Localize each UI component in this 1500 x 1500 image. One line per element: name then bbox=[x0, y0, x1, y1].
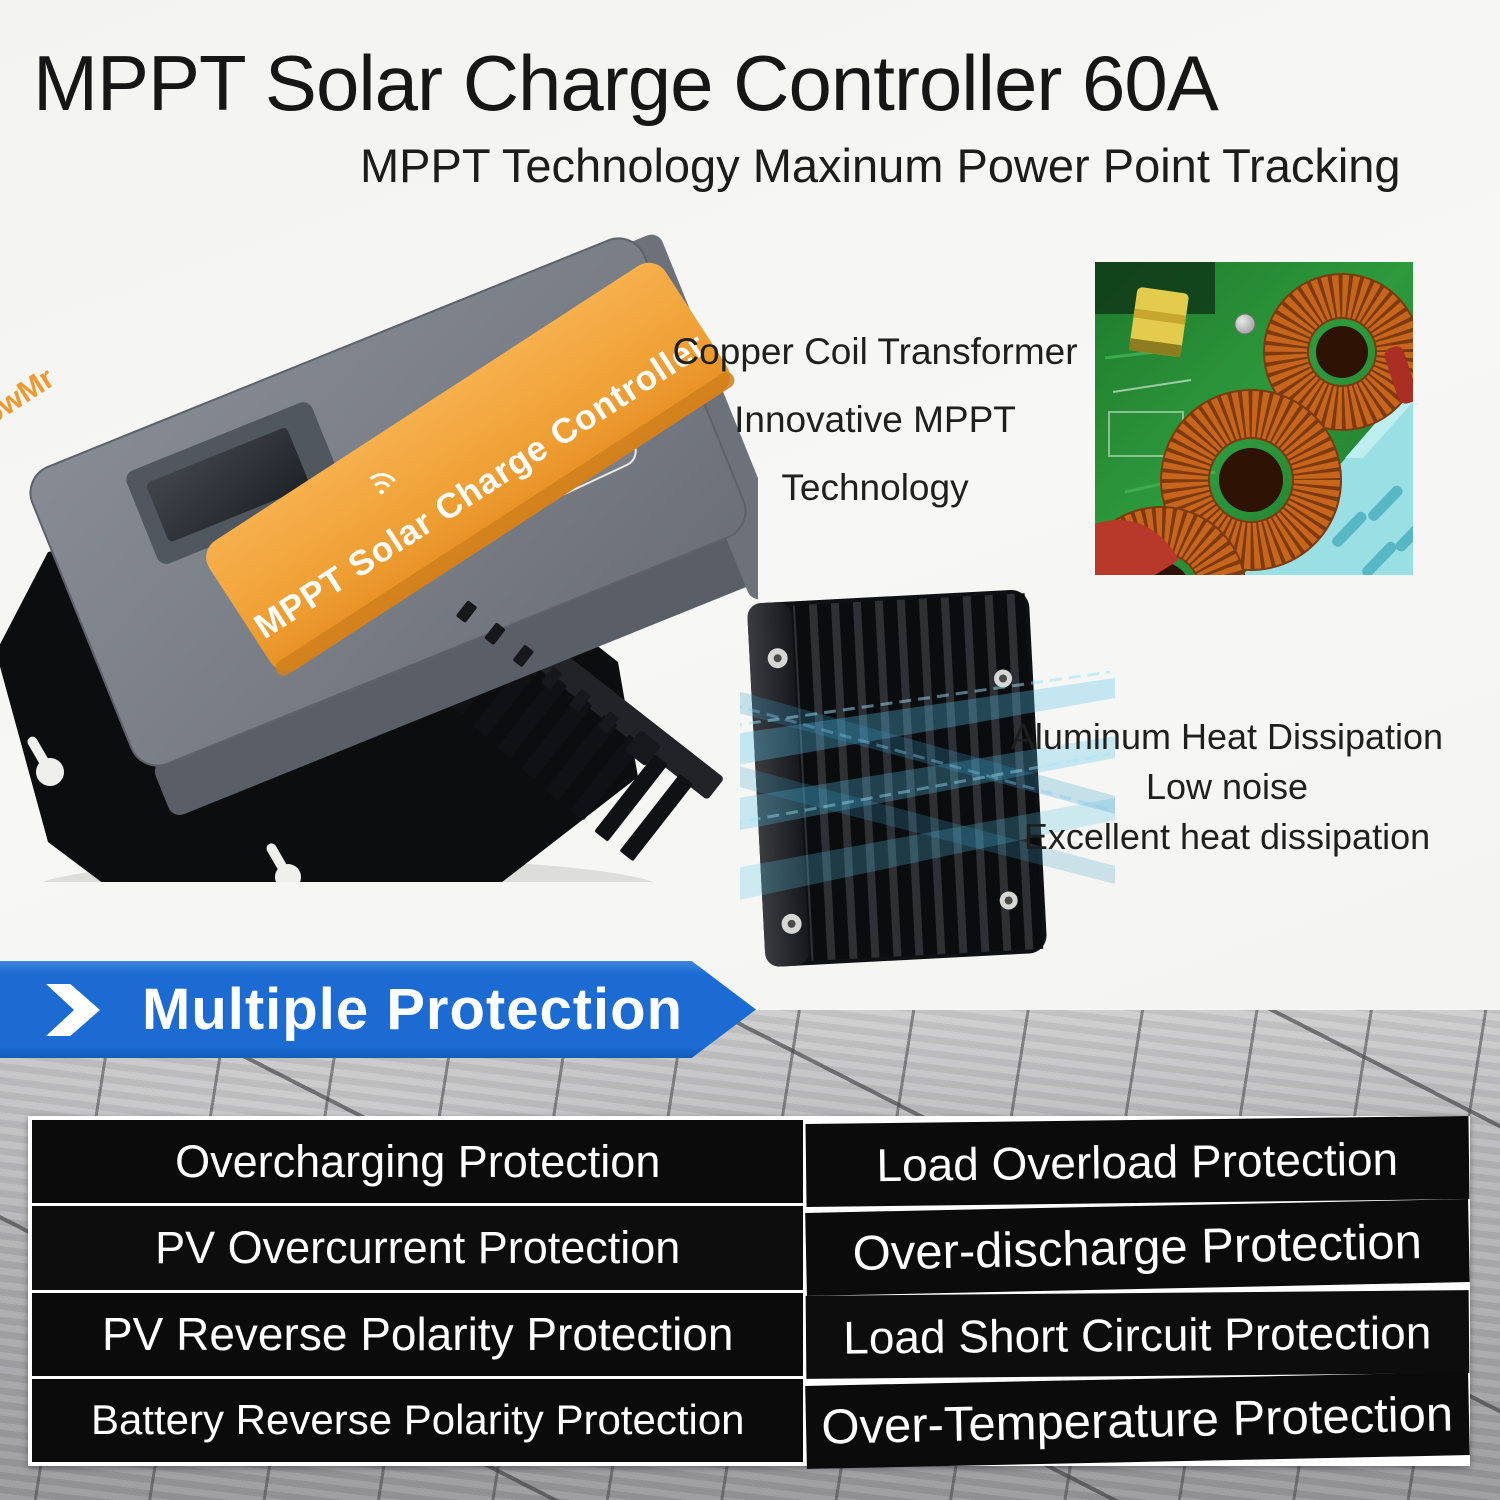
table-cell: PV Overcurrent Protection bbox=[32, 1206, 804, 1290]
table-cell: Overcharging Protection bbox=[32, 1120, 804, 1204]
table-cell: Load Short Circuit Protection bbox=[806, 1289, 1470, 1379]
keyhole-slot bbox=[266, 843, 301, 882]
charge-controller-photo: PV BAT DC SET MPPT Solar Ch bbox=[0, 234, 758, 882]
feature-line: Copper Coil Transformer bbox=[672, 331, 1078, 372]
page-title: MPPT Solar Charge Controller 60A bbox=[33, 39, 1219, 127]
protection-table: Overcharging Protection Load Overload Pr… bbox=[28, 1115, 1470, 1469]
copper-feature-text: Copper Coil Transformer Innovative MPPT … bbox=[638, 318, 1112, 522]
arrow-right-icon bbox=[46, 984, 100, 1036]
yellow-transformer bbox=[1128, 287, 1189, 358]
airflow-lines bbox=[740, 670, 1115, 900]
table-cell: Over-discharge Protection bbox=[805, 1199, 1470, 1297]
red-wire bbox=[1095, 520, 1179, 575]
copper-toroid bbox=[1263, 273, 1413, 431]
screw bbox=[1234, 313, 1256, 335]
page-subtitle: MPPT Technology Maxinum Power Point Trac… bbox=[360, 139, 1401, 192]
copper-toroid bbox=[1160, 389, 1342, 571]
wifi-icon bbox=[369, 473, 396, 495]
feature-line: Excellent heat dissipation bbox=[1023, 816, 1431, 857]
terminal-slots bbox=[456, 600, 660, 766]
table-cell: Load Overload Protection bbox=[806, 1115, 1470, 1208]
table-cell: Battery Reverse Polarity Protection bbox=[32, 1378, 804, 1462]
display-screen bbox=[146, 428, 309, 542]
table-cell: PV Reverse Polarity Protection bbox=[32, 1292, 804, 1376]
copper-coil-photo bbox=[1095, 262, 1413, 575]
feature-line: Low noise bbox=[1145, 766, 1309, 807]
red-wire bbox=[1384, 346, 1413, 404]
keyhole-slot bbox=[27, 736, 64, 786]
brand-logo: PowMr bbox=[0, 361, 61, 442]
feature-line: Aluminum Heat Dissipation bbox=[1010, 716, 1444, 757]
ribbon-label: Multiple Protection bbox=[142, 977, 683, 1042]
multiple-protection-ribbon: Multiple Protection bbox=[0, 961, 756, 1058]
table-cell: Over-Temperature Protection bbox=[805, 1371, 1470, 1469]
aluminum-heatsink-photo bbox=[740, 589, 1115, 967]
feature-line: Technology bbox=[781, 467, 969, 508]
heat-feature-text: Aluminum Heat Dissipation Low noise Exce… bbox=[985, 712, 1469, 862]
feature-line: Innovative MPPT bbox=[734, 399, 1016, 440]
